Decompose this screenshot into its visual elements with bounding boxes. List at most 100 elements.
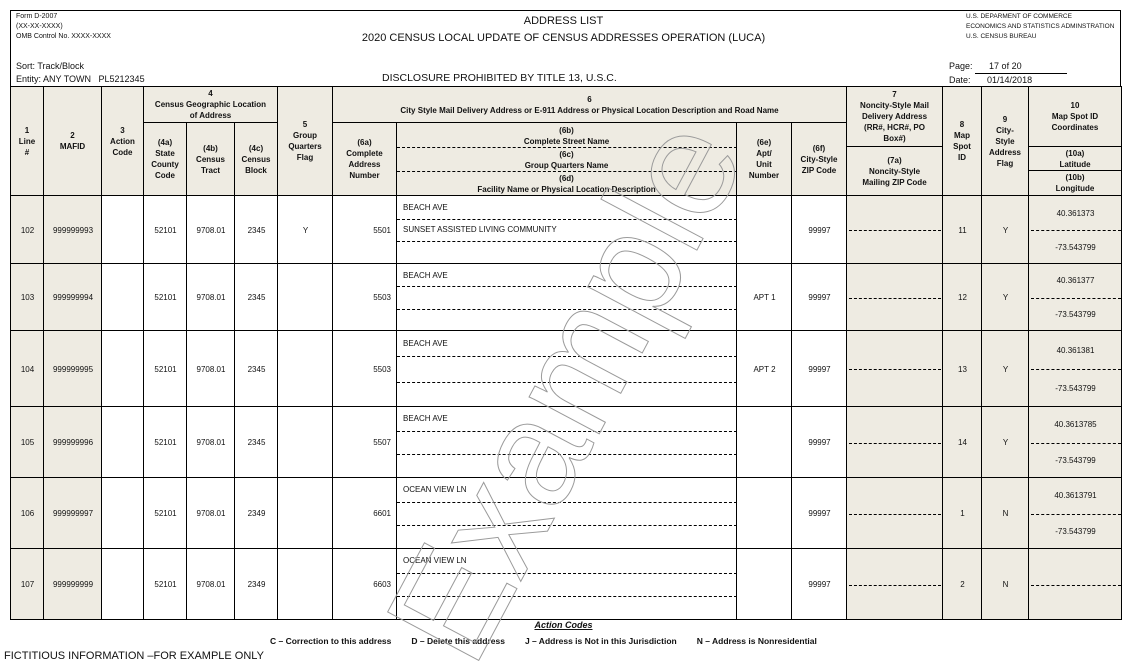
mafid: 999999997	[52, 509, 94, 518]
table-cell	[278, 407, 333, 478]
facility-name	[403, 241, 733, 264]
table-cell	[235, 196, 278, 264]
col-county-header: (4a) State County Code	[144, 123, 187, 196]
apt-unit: APT 2	[753, 364, 776, 374]
table-cell	[144, 478, 187, 549]
map-spot-id: 1	[960, 509, 965, 518]
sort-label: Sort: Track/Block	[16, 61, 85, 71]
city-style-flag: Y	[1002, 225, 1009, 235]
action-code	[102, 407, 144, 478]
table-cell	[943, 331, 982, 407]
mafid: 999999999	[52, 580, 94, 589]
county-code: 52101	[154, 293, 177, 302]
table-cell	[11, 549, 44, 620]
omb-control: OMB Control No. XXXX-XXXX	[16, 33, 111, 40]
divider	[849, 369, 941, 370]
col-gq-flag-header: 5 Group Quarters Flag	[278, 87, 333, 196]
gq-name	[403, 431, 733, 455]
divider	[1031, 230, 1121, 231]
line-number: 103	[20, 293, 35, 302]
city-style-flag: Y	[1002, 364, 1009, 374]
col-mafid-header: 2 MAFID	[44, 87, 102, 196]
street-name: OCEAN VIEW LN	[403, 485, 467, 495]
page-subtitle: 2020 CENSUS LOCAL UPDATE OF CENSUS ADDRE…	[361, 32, 766, 44]
col-noncity-header: 7 Noncity-Style Mail Delivery Address (R…	[847, 87, 943, 147]
table-cell	[144, 196, 187, 264]
facility-name	[403, 525, 733, 549]
divider	[1031, 442, 1121, 444]
table-cell	[333, 549, 397, 620]
table-cell	[144, 264, 187, 331]
agency-block: U.S. DEPARMENT OF COMMERCE ECONOMICS AND…	[966, 12, 1114, 42]
divider	[397, 381, 737, 383]
table-cell	[333, 196, 397, 264]
county-code: 52101	[154, 364, 177, 374]
table-cell	[737, 478, 792, 549]
facility-name	[403, 454, 733, 478]
table-cell	[235, 549, 278, 620]
divider	[849, 584, 941, 586]
table-cell	[792, 549, 847, 620]
table-cell	[11, 264, 44, 331]
divider	[397, 171, 737, 172]
longitude: -73.543799	[1055, 526, 1096, 536]
city-style-flag: Y	[1002, 293, 1009, 302]
apt-unit: APT 1	[753, 293, 776, 302]
address-number: 6603	[373, 580, 391, 589]
divider	[1031, 584, 1121, 586]
col-tract-header: (4b) Census Tract	[187, 123, 235, 196]
gq-name: SUNSET ASSISTED LIVING COMMUNITY	[403, 225, 557, 235]
mafid: 999999993	[52, 225, 94, 235]
facility-name	[403, 382, 733, 407]
table-cell	[982, 196, 1029, 264]
census-tract: 9708.01	[196, 364, 226, 374]
table-cell	[943, 196, 982, 264]
city-style-flag: Y	[1002, 438, 1009, 447]
col-block-header: (4c) Census Block	[235, 123, 278, 196]
gq-flag: Y	[302, 225, 309, 235]
zip-code: 99997	[808, 293, 831, 302]
col-lat-header: (10a) Latitude	[1029, 147, 1122, 171]
table-cell	[278, 264, 333, 331]
table-cell	[187, 407, 235, 478]
table-cell	[982, 478, 1029, 549]
table-cell	[397, 196, 737, 264]
action-code-d: D – Delete this address	[411, 636, 505, 646]
divider	[397, 572, 737, 574]
date-label: Date:	[949, 75, 971, 85]
gq-name	[403, 573, 733, 597]
table-cell	[792, 264, 847, 331]
table-cell	[982, 264, 1029, 331]
street-name: BEACH AVE	[403, 202, 448, 212]
divider	[397, 286, 737, 288]
gq-name	[403, 286, 733, 308]
table-cell	[397, 407, 737, 478]
address-table: 1 Line #2 MAFID 3 Action Code 4 Census Geo…	[10, 86, 1122, 620]
col-street-group: (6b) Complete Street Name (6c) Group Quar…	[397, 123, 737, 196]
divider	[397, 241, 737, 243]
gq-flag	[278, 264, 333, 331]
map-spot-id: 14	[958, 438, 967, 447]
noncity-address	[847, 331, 943, 369]
col-number-header: (6a) Complete Address Number	[333, 123, 397, 196]
table-cell	[737, 407, 792, 478]
address-number: 5503	[373, 364, 391, 374]
table-cell	[102, 407, 144, 478]
divider	[397, 525, 737, 527]
noncity-address	[847, 549, 943, 585]
table-cell	[11, 331, 44, 407]
col-action-header: 3 Action Code	[102, 87, 144, 196]
action-code-j: J – Address is Not in this Jurisdiction	[524, 636, 677, 646]
noncity-address	[847, 264, 943, 298]
table-cell	[11, 407, 44, 478]
table-cell	[333, 331, 397, 407]
col-coords-header: 10 Map Spot ID Coordinates	[1029, 87, 1122, 147]
divider	[849, 442, 941, 444]
gq-name	[403, 502, 733, 526]
action-code	[102, 478, 144, 549]
page-date-block: Page: 17 of 20 Date: 01/14/2018	[949, 60, 1068, 88]
divider	[1031, 369, 1121, 370]
gq-name	[403, 356, 733, 381]
noncity-address	[847, 407, 943, 443]
